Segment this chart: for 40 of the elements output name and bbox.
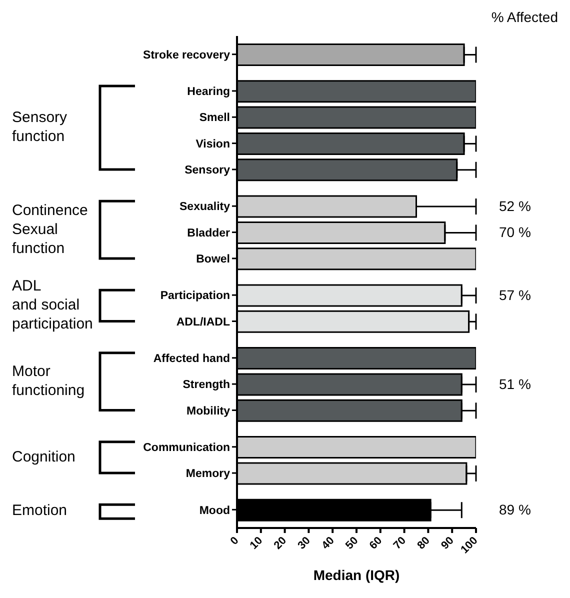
text: Motor functioning <box>12 363 85 400</box>
text: Cognition <box>12 448 76 466</box>
text: 52 % <box>499 198 531 214</box>
y-tick-label: Hearing <box>187 86 230 98</box>
x-tick-label: 60 <box>367 534 385 552</box>
y-tick-label: Strength <box>182 379 230 392</box>
y-tick-label: Bowel <box>196 254 230 266</box>
y-tick-label: Communication <box>143 442 230 454</box>
text: Sensory function <box>12 109 68 146</box>
y-tick-label: Sensory <box>184 164 231 177</box>
text: ADL and social participation <box>12 278 93 333</box>
x-tick-label: 50 <box>344 534 361 552</box>
y-tick-label: Memory <box>186 468 231 480</box>
y-tick-label: ADL/IADL <box>176 316 230 328</box>
text: 89 % <box>499 501 531 518</box>
x-tick-label: 70 <box>391 534 408 552</box>
y-tick-label: Vision <box>196 138 230 150</box>
x-tick-label: 0 <box>228 534 242 548</box>
x-axis-title: Median (IQR) <box>313 567 400 583</box>
text: Emotion <box>12 502 68 520</box>
text: Continence Sexual function <box>12 202 88 257</box>
text: 51 % <box>499 376 531 392</box>
x-tick-label: 40 <box>320 534 337 552</box>
y-tick-label: Stroke recovery <box>143 49 231 62</box>
x-tick-label: 90 <box>439 534 456 552</box>
y-tick-label: Sexuality <box>180 201 231 214</box>
text: 57 % <box>499 286 531 303</box>
x-tick-label: 10 <box>248 534 266 552</box>
y-tick-label: Affected hand <box>153 352 230 365</box>
x-tick-label: 80 <box>415 534 432 552</box>
x-tick-label: 20 <box>272 534 289 552</box>
y-tick-label: Bladder <box>187 227 231 240</box>
y-tick-label: Mood <box>199 504 230 517</box>
x-tick-label: 30 <box>296 534 313 552</box>
y-tick-label: Smell <box>199 112 230 124</box>
text: % Affected <box>491 9 558 25</box>
y-tick-label: Participation <box>160 290 230 302</box>
y-tick-label: Mobility <box>186 405 231 418</box>
text: 70 % <box>499 224 531 240</box>
x-tick-label: 100 <box>458 534 480 556</box>
